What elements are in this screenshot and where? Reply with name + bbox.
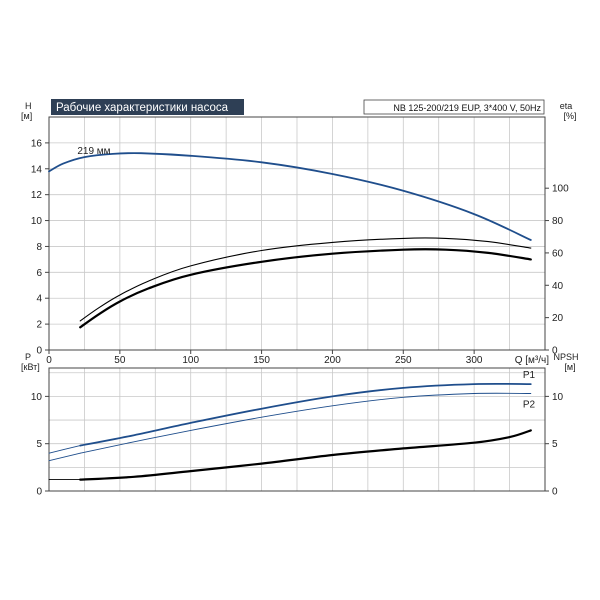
- left-tick-label: 8: [36, 242, 42, 253]
- x-axis-label: Q [м³/ч]: [515, 355, 550, 366]
- left-axis-label: P: [25, 352, 31, 362]
- left-tick-label: 10: [31, 392, 43, 403]
- right-axis-unit: [%]: [563, 111, 576, 121]
- left-tick-label: 14: [31, 164, 43, 175]
- series-layer: [48, 152, 532, 481]
- x-tick-label: 0: [46, 355, 52, 366]
- series-label-p2: P2: [523, 400, 536, 411]
- left-tick-label: 2: [36, 320, 42, 331]
- plot-frame: [48, 367, 546, 492]
- series-curve: [48, 452, 81, 462]
- plot-frame: [48, 116, 546, 351]
- left-tick-label: 10: [31, 216, 43, 227]
- x-tick-label: 200: [324, 355, 341, 366]
- series-p1: [79, 382, 532, 447]
- series-label-p1: P1: [523, 370, 536, 381]
- series-219-мм: [48, 152, 532, 241]
- model-label: NB 125-200/219 EUP, 3*400 V, 50Hz: [393, 103, 541, 113]
- series-p2: [79, 392, 532, 454]
- right-tick-label: 0: [552, 346, 558, 357]
- impeller-diameter-label: 219 мм: [77, 146, 110, 157]
- left-axis-unit: [м]: [21, 111, 32, 121]
- left-tick-label: 6: [36, 268, 42, 279]
- x-tick-label: 300: [466, 355, 483, 366]
- right-tick-label: 40: [552, 281, 564, 292]
- title-background: [51, 99, 244, 115]
- chart-title: Рабочие характеристики насоса: [56, 102, 229, 114]
- left-axis-unit: [кВт]: [21, 362, 40, 372]
- series-curve: [48, 445, 81, 454]
- x-tick-label: 250: [395, 355, 412, 366]
- series-curve: [79, 237, 532, 322]
- model-box: [363, 99, 545, 115]
- left-tick-label: 5: [36, 439, 42, 450]
- right-tick-label: 60: [552, 248, 564, 259]
- x-tick-label: 150: [253, 355, 270, 366]
- right-tick-label: 20: [552, 313, 564, 324]
- series-curve: [79, 248, 532, 329]
- right-tick-label: 10: [552, 392, 564, 403]
- left-tick-label: 12: [31, 190, 43, 201]
- x-tick-label: 100: [182, 355, 199, 366]
- right-tick-label: 100: [552, 184, 569, 195]
- right-axis-unit: [м]: [564, 362, 575, 372]
- left-tick-label: 4: [36, 294, 42, 305]
- right-tick-label: 0: [552, 487, 558, 498]
- left-axis-label: H: [25, 101, 32, 111]
- right-axis-label: NPSH: [553, 352, 578, 362]
- right-axis-label: eta: [560, 101, 573, 111]
- series-curve: [79, 429, 532, 481]
- x-tick-label: 50: [114, 355, 126, 366]
- left-tick-label: 0: [36, 487, 42, 498]
- left-tick-label: 0: [36, 346, 42, 357]
- right-tick-label: 5: [552, 439, 558, 450]
- grid-layer: [45, 116, 549, 492]
- right-tick-label: 80: [552, 216, 564, 227]
- left-tick-label: 16: [31, 138, 43, 149]
